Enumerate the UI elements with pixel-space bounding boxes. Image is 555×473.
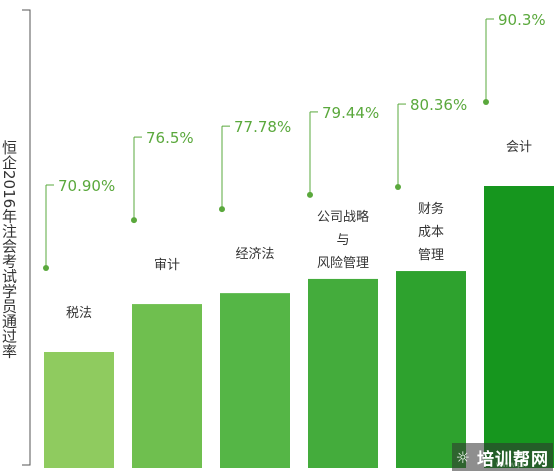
value-label: 77.78% bbox=[234, 118, 291, 136]
leader-dot bbox=[219, 206, 225, 213]
value-label: 76.5% bbox=[146, 129, 194, 147]
value-label: 90.3% bbox=[498, 11, 546, 29]
leader-dot bbox=[483, 99, 489, 105]
category-label: 公司战略与风险管理 bbox=[317, 209, 369, 271]
bar bbox=[44, 352, 114, 468]
leader-dot bbox=[395, 184, 401, 191]
leader-dot bbox=[307, 191, 313, 198]
leader-dot bbox=[43, 265, 49, 271]
bar bbox=[484, 186, 554, 468]
value-label: 80.36% bbox=[410, 96, 467, 114]
leader-dot bbox=[131, 217, 137, 224]
sun-icon: ☼ bbox=[455, 447, 471, 467]
bar bbox=[132, 304, 202, 468]
watermark: ☼ 培训帮网 www.px bbox=[451, 443, 553, 471]
bar bbox=[220, 293, 290, 468]
value-label: 79.44% bbox=[322, 104, 379, 122]
category-label: 税法 bbox=[66, 306, 92, 321]
category-label: 财务成本管理 bbox=[418, 201, 444, 263]
bar bbox=[308, 278, 378, 468]
value-label: 70.90% bbox=[58, 177, 115, 195]
axis-bracket bbox=[22, 9, 31, 466]
watermark-url: www.px bbox=[495, 460, 527, 469]
y-axis-label: 恒企2016年注会考试学员通过率 bbox=[0, 140, 18, 359]
category-label: 经济法 bbox=[235, 247, 274, 262]
category-label: 审计 bbox=[154, 258, 180, 273]
category-label: 会计 bbox=[506, 140, 532, 155]
bar bbox=[396, 271, 466, 468]
watermark-text: 培训帮网 bbox=[477, 449, 549, 470]
